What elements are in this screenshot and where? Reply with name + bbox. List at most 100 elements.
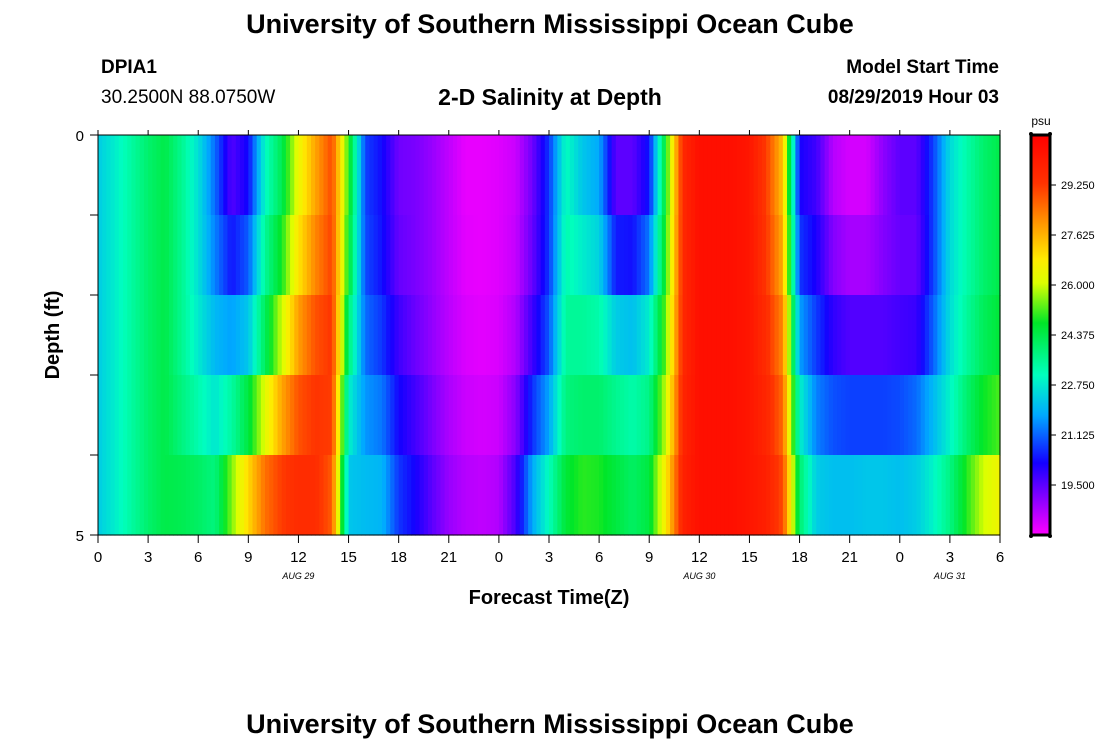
heatmap-cell bbox=[716, 295, 721, 376]
heatmap-cell bbox=[407, 375, 412, 456]
heatmap-cell bbox=[473, 135, 479, 216]
heatmap-cell bbox=[803, 215, 809, 296]
heatmap-cell bbox=[377, 375, 383, 456]
heatmap-cell bbox=[929, 135, 934, 216]
heatmap-cell bbox=[891, 455, 897, 536]
heatmap-cell bbox=[348, 135, 354, 216]
heatmap-cell bbox=[908, 295, 913, 376]
heatmap-cell bbox=[632, 455, 638, 536]
heatmap-cell bbox=[933, 215, 938, 296]
heatmap-cell bbox=[310, 135, 316, 216]
heatmap-cell bbox=[348, 455, 354, 536]
heatmap-cell bbox=[937, 135, 943, 216]
heatmap-cell bbox=[319, 375, 325, 456]
heatmap-cell bbox=[774, 215, 780, 296]
heatmap-cell bbox=[294, 295, 300, 376]
heatmap-cell bbox=[298, 375, 304, 456]
heatmap-cell bbox=[98, 135, 103, 216]
heatmap-cell bbox=[974, 455, 980, 536]
heatmap-cell bbox=[478, 455, 483, 536]
heatmap-cell bbox=[599, 135, 604, 216]
heatmap-cell bbox=[703, 215, 709, 296]
heatmap-cell bbox=[853, 295, 859, 376]
heatmap-cell bbox=[219, 455, 224, 536]
heatmap-cell bbox=[549, 375, 554, 456]
heatmap-cell bbox=[448, 455, 454, 536]
heatmap-cell bbox=[870, 135, 876, 216]
date-label: AUG 29 bbox=[281, 571, 314, 581]
heatmap-cell bbox=[540, 135, 546, 216]
heatmap-cell bbox=[152, 295, 158, 376]
heatmap-cell bbox=[895, 215, 901, 296]
x-tick-label: 3 bbox=[144, 549, 152, 566]
heatmap-cell bbox=[732, 215, 738, 296]
heatmap-cell bbox=[519, 375, 525, 456]
heatmap-cell bbox=[265, 135, 270, 216]
heatmap-cell bbox=[185, 215, 191, 296]
heatmap-cell bbox=[515, 215, 521, 296]
heatmap-cell bbox=[557, 455, 563, 536]
heatmap-cell bbox=[432, 375, 437, 456]
heatmap-cell bbox=[189, 375, 195, 456]
x-tick-label: 21 bbox=[440, 549, 457, 566]
heatmap-cell bbox=[782, 455, 788, 536]
heatmap-cell bbox=[695, 135, 700, 216]
heatmap-cell bbox=[239, 135, 245, 216]
heatmap-cell bbox=[582, 135, 588, 216]
x-tick-label: 6 bbox=[996, 549, 1004, 566]
heatmap-cell bbox=[427, 455, 433, 536]
heatmap-cell bbox=[473, 455, 479, 536]
heatmap-cell bbox=[277, 375, 283, 456]
x-tick-label: 18 bbox=[791, 549, 808, 566]
heatmap-cell bbox=[315, 135, 320, 216]
heatmap-cell bbox=[603, 295, 609, 376]
heatmap-cell bbox=[457, 375, 462, 456]
heatmap-cell bbox=[143, 375, 149, 456]
heatmap-cell bbox=[853, 215, 859, 296]
heatmap-cell bbox=[244, 455, 249, 536]
heatmap-cell bbox=[774, 375, 780, 456]
heatmap-cell bbox=[736, 455, 742, 536]
heatmap-cell bbox=[707, 375, 713, 456]
heatmap-cell bbox=[323, 375, 329, 456]
heatmap-cell bbox=[720, 295, 725, 376]
heatmap-cell bbox=[699, 295, 705, 376]
heatmap-cell bbox=[511, 455, 517, 536]
heatmap-cell bbox=[223, 295, 229, 376]
heatmap-cell bbox=[394, 135, 400, 216]
heatmap-cell bbox=[306, 375, 312, 456]
heatmap-cell bbox=[728, 375, 734, 456]
heatmap-cell bbox=[569, 295, 575, 376]
heatmap-cell bbox=[290, 375, 295, 456]
y-tick-label: 5 bbox=[76, 528, 84, 545]
heatmap-cell bbox=[699, 215, 705, 296]
heatmap-cell bbox=[674, 135, 680, 216]
heatmap-cell bbox=[114, 215, 120, 296]
heatmap-cell bbox=[402, 215, 408, 296]
heatmap-cell bbox=[920, 215, 926, 296]
heatmap-cell bbox=[874, 135, 880, 216]
heatmap-cell bbox=[156, 135, 162, 216]
heatmap-cell bbox=[532, 295, 538, 376]
heatmap-cell bbox=[645, 215, 650, 296]
heatmap-cell bbox=[549, 295, 554, 376]
heatmap-cell bbox=[586, 295, 592, 376]
heatmap-cell bbox=[812, 375, 817, 456]
heatmap-cell bbox=[285, 375, 291, 456]
heatmap-cell bbox=[657, 295, 663, 376]
heatmap-cell bbox=[214, 375, 220, 456]
heatmap-cell bbox=[649, 135, 654, 216]
heatmap-cell bbox=[369, 455, 375, 536]
heatmap-cell bbox=[294, 135, 300, 216]
heatmap-cell bbox=[127, 215, 133, 296]
heatmap-cell bbox=[419, 295, 425, 376]
heatmap-cell bbox=[983, 455, 989, 536]
heatmap-cell bbox=[828, 135, 834, 216]
heatmap-cell bbox=[653, 135, 659, 216]
heatmap-cell bbox=[440, 215, 446, 296]
heatmap-cell bbox=[352, 215, 358, 296]
heatmap-cell bbox=[361, 215, 366, 296]
heatmap-cell bbox=[269, 135, 274, 216]
heatmap-cell bbox=[565, 375, 571, 456]
heatmap-cell bbox=[386, 455, 391, 536]
